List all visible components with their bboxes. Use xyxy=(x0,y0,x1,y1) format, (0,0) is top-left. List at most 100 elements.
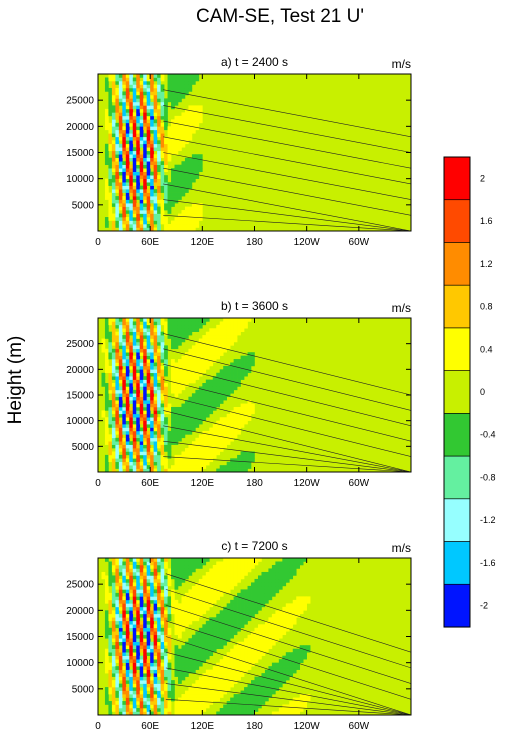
field-cell xyxy=(198,386,203,391)
field-cell xyxy=(251,652,255,656)
field-cell xyxy=(122,318,127,322)
field-cell xyxy=(108,606,113,611)
field-cell xyxy=(146,192,151,197)
field-cell xyxy=(129,199,134,204)
field-cell xyxy=(261,687,266,691)
units-label: m/s xyxy=(392,301,411,315)
field-cell xyxy=(226,708,231,712)
field-cell xyxy=(157,150,161,155)
field-cell xyxy=(153,655,158,660)
field-cell xyxy=(191,659,196,663)
field-cell xyxy=(115,341,120,346)
field-cell xyxy=(108,617,113,622)
field-cell xyxy=(181,77,186,82)
field-cell xyxy=(212,454,217,459)
field-cell xyxy=(184,468,189,472)
field-cell xyxy=(198,413,203,418)
field-cell xyxy=(171,606,175,611)
colorbar-label: 2 xyxy=(480,173,485,183)
field-cell xyxy=(111,133,116,138)
field-cell xyxy=(216,355,221,360)
field-cell xyxy=(104,154,109,159)
field-cell xyxy=(198,318,203,322)
field-cell xyxy=(111,662,116,667)
field-cell xyxy=(202,441,207,445)
field-cell xyxy=(153,154,158,159)
field-cell xyxy=(150,112,154,117)
field-cell xyxy=(244,652,248,656)
field-cell xyxy=(226,420,231,425)
field-cell xyxy=(104,617,109,622)
field-cell xyxy=(216,645,221,650)
field-cell xyxy=(181,461,186,466)
field-cell xyxy=(111,335,116,339)
field-cell xyxy=(122,321,127,326)
field-cell xyxy=(160,451,165,456)
field-cell xyxy=(174,585,179,590)
field-cell xyxy=(132,708,137,712)
field-cell xyxy=(216,631,221,636)
field-cell xyxy=(188,413,193,418)
field-cell xyxy=(153,603,158,608)
field-cell xyxy=(219,662,224,667)
field-cell xyxy=(153,578,158,583)
field-cell xyxy=(153,430,158,435)
field-cell xyxy=(191,74,196,78)
field-cell xyxy=(247,352,252,356)
field-cell xyxy=(108,161,113,166)
field-cell xyxy=(195,372,200,377)
field-cell xyxy=(289,704,294,709)
field-cell xyxy=(254,701,259,705)
field-cell xyxy=(233,669,238,674)
field-cell xyxy=(205,655,210,660)
field-cell xyxy=(198,645,203,650)
field-cell xyxy=(244,599,248,604)
field-cell xyxy=(150,393,154,398)
field-cell xyxy=(216,383,221,387)
field-cell xyxy=(108,648,113,653)
field-cell xyxy=(146,341,151,346)
field-cell xyxy=(296,564,301,569)
field-cell xyxy=(174,217,179,221)
field-cell xyxy=(216,448,221,452)
field-cell xyxy=(205,571,210,576)
field-cell xyxy=(132,424,137,428)
field-cell xyxy=(177,634,182,639)
field-cell xyxy=(198,105,203,110)
field-cell xyxy=(212,355,217,360)
field-cell xyxy=(174,147,179,152)
field-cell xyxy=(150,564,154,569)
field-cell xyxy=(195,448,200,452)
field-cell xyxy=(122,585,127,590)
field-cell xyxy=(212,690,217,695)
field-cell xyxy=(153,161,158,166)
field-cell xyxy=(122,444,127,449)
field-cell xyxy=(205,406,210,411)
colorbar-bin xyxy=(443,455,471,500)
field-cell xyxy=(136,427,141,432)
field-cell xyxy=(136,389,141,394)
field-cell xyxy=(205,355,210,360)
field-cell xyxy=(150,105,154,110)
field-cell xyxy=(226,687,231,691)
field-cell xyxy=(181,224,186,228)
field-cell xyxy=(129,711,134,715)
field-cell xyxy=(184,185,189,190)
field-cell xyxy=(146,393,151,398)
field-cell xyxy=(164,424,168,428)
field-cell xyxy=(171,434,175,439)
field-cell xyxy=(174,669,179,674)
field-cell xyxy=(139,98,144,103)
field-cell xyxy=(136,220,141,225)
field-cell xyxy=(282,669,287,674)
field-cell xyxy=(285,564,290,569)
field-cell xyxy=(237,617,241,622)
field-cell xyxy=(143,101,147,106)
field-cell xyxy=(282,617,287,622)
field-cell xyxy=(230,708,234,712)
field-cell xyxy=(125,199,130,204)
field-cell xyxy=(212,437,217,442)
field-cell xyxy=(233,338,238,343)
field-cell xyxy=(146,171,151,176)
field-cell xyxy=(129,359,134,363)
